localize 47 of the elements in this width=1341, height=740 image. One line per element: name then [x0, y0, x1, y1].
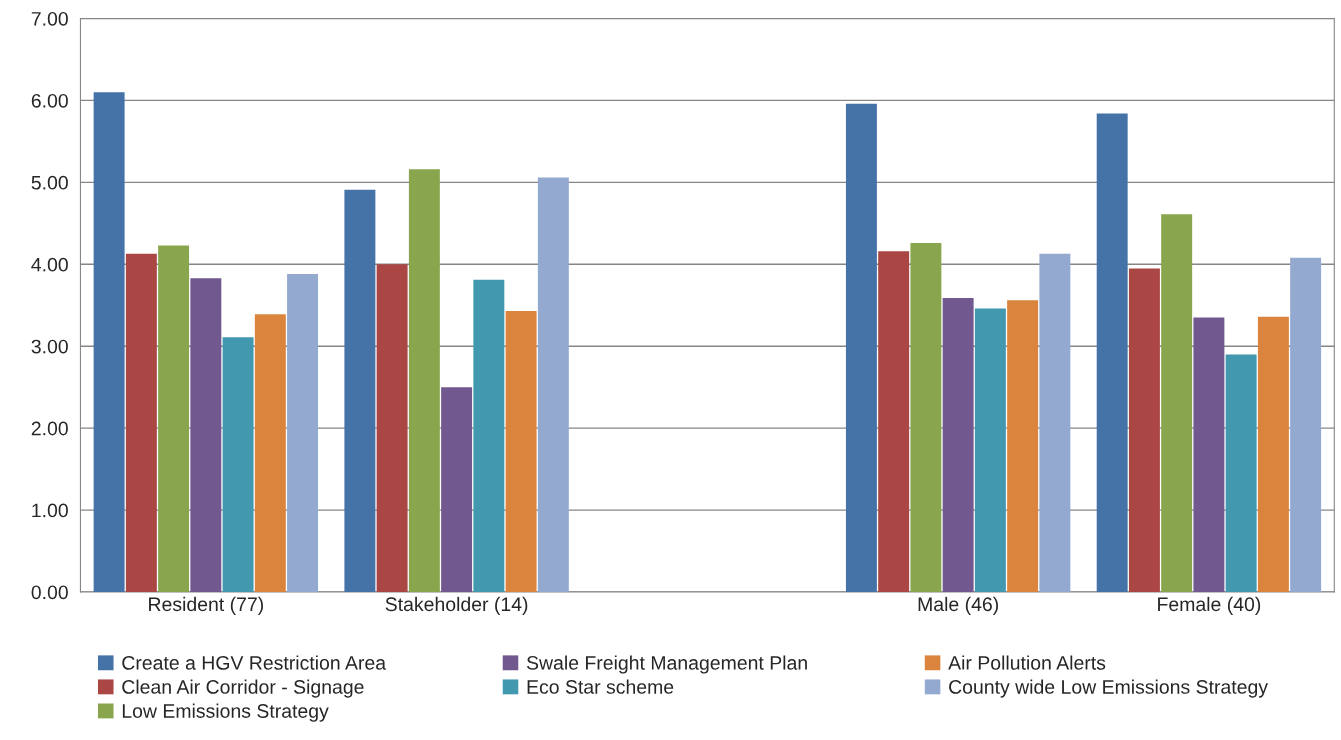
bar: [942, 297, 974, 592]
bar: [845, 103, 877, 592]
bar: [1193, 317, 1225, 592]
x-tick-label: Male (46): [918, 596, 998, 615]
legend-label: Air Pollution Alerts: [948, 655, 1106, 670]
bar: [222, 337, 254, 592]
y-tick-label: 7.00: [31, 11, 68, 26]
bar: [125, 253, 157, 592]
bar: [1096, 113, 1128, 592]
bar: [158, 245, 190, 592]
bar: [408, 169, 440, 592]
legend-label: Create a HGV Restriction Area: [122, 655, 387, 670]
bar: [1161, 214, 1193, 592]
bar: [878, 251, 910, 592]
bar: [254, 314, 286, 592]
bar: [287, 274, 319, 592]
bar: [190, 278, 222, 592]
bar: [1257, 316, 1289, 592]
bar: [1007, 300, 1039, 592]
bar: [537, 177, 569, 592]
y-tick-label: 6.00: [31, 93, 68, 108]
bar: [93, 92, 125, 592]
legend-label: Swale Freight Management Plan: [526, 655, 807, 674]
legend-label: Eco Star scheme: [527, 679, 674, 694]
legend-label: County wide Low Emissions Strategy: [949, 679, 1268, 698]
y-tick-label: 3.00: [31, 339, 68, 354]
bar: [1039, 253, 1071, 592]
bar: [974, 308, 1006, 592]
x-tick-label: Resident (77): [149, 596, 263, 615]
bar: [505, 310, 537, 592]
y-tick-label: 2.00: [31, 421, 68, 436]
legend-label: Low Emissions Strategy: [122, 703, 329, 722]
bar: [1290, 257, 1322, 592]
bar: [376, 264, 408, 592]
y-tick-label: 5.00: [31, 175, 68, 190]
bar: [910, 242, 942, 592]
y-tick-label: 0.00: [31, 585, 68, 600]
y-tick-label: 4.00: [31, 257, 68, 272]
bar: [344, 189, 376, 592]
bar: [1225, 354, 1257, 592]
bar: [441, 387, 473, 592]
bar: [1128, 268, 1160, 592]
x-tick-label: Stakeholder (14): [385, 596, 528, 615]
y-tick-label: 1.00: [32, 503, 68, 518]
legend-label: Clean Air Corridor - Signage: [122, 679, 364, 698]
x-tick-label: Female (40): [1158, 596, 1261, 615]
bar: [473, 279, 505, 592]
